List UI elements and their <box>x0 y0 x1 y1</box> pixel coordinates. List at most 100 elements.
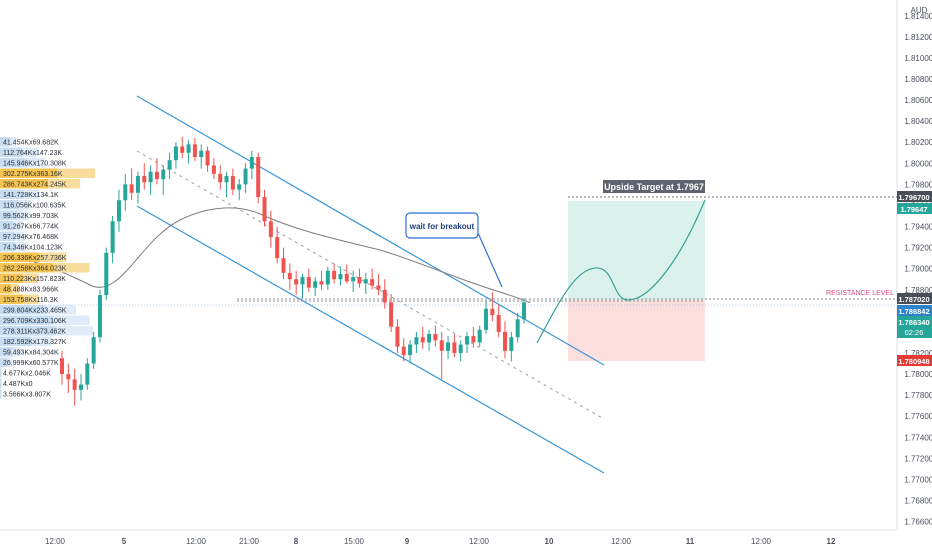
candle-body[interactable] <box>243 168 248 185</box>
candle-body[interactable] <box>85 363 90 385</box>
volume-profile-bar-up <box>0 326 56 336</box>
candle-body[interactable] <box>104 252 109 296</box>
candle-body[interactable] <box>60 358 64 375</box>
candle-body[interactable] <box>325 270 330 285</box>
candle-body[interactable] <box>319 281 324 285</box>
candle-body[interactable] <box>123 184 128 201</box>
candle-body[interactable] <box>186 144 191 153</box>
candle-body[interactable] <box>332 270 337 280</box>
candle-body[interactable] <box>161 169 166 180</box>
candle-body[interactable] <box>382 289 387 303</box>
candle-body[interactable] <box>294 279 299 285</box>
candle-body[interactable] <box>439 340 444 351</box>
candle-body[interactable] <box>180 146 185 153</box>
candle-body[interactable] <box>363 279 368 284</box>
candle-body[interactable] <box>262 197 267 222</box>
candle-body[interactable] <box>205 150 210 166</box>
candle-body[interactable] <box>357 277 362 284</box>
stop-zone[interactable] <box>568 300 705 361</box>
candle-body[interactable] <box>173 146 178 161</box>
volume-profile-bar-up <box>0 294 24 304</box>
candle-body[interactable] <box>313 281 318 288</box>
candle-body[interactable] <box>433 334 438 341</box>
candle-body[interactable] <box>376 285 381 290</box>
candle-body[interactable] <box>66 374 71 380</box>
candle-body[interactable] <box>306 277 311 288</box>
candle-body[interactable] <box>78 384 83 390</box>
candle-body[interactable] <box>471 336 476 343</box>
candle-body[interactable] <box>116 200 121 222</box>
volume-profile-bar-up <box>0 189 24 199</box>
candle-body[interactable] <box>370 279 375 286</box>
candle-body[interactable] <box>110 221 115 253</box>
candle-body[interactable] <box>154 171 159 180</box>
candle-body[interactable] <box>389 302 394 327</box>
candle-body[interactable] <box>351 277 356 282</box>
channel-lower-line[interactable] <box>136 205 605 474</box>
resistance-price-text: 1.787020 <box>898 295 929 304</box>
volume-profile-label: 91.267Kx66.774K <box>3 224 59 231</box>
candle-body[interactable] <box>477 329 482 343</box>
volume-profile[interactable]: 41.454Kx69.682K 112.764Kx147.23K 145.946Kx… <box>0 137 96 399</box>
candle-body[interactable] <box>452 342 457 353</box>
candle-body[interactable] <box>408 344 413 356</box>
candle-body[interactable] <box>281 258 286 273</box>
candle-body[interactable] <box>268 221 273 238</box>
candle-body[interactable] <box>427 334 432 343</box>
candle-body[interactable] <box>230 175 235 190</box>
price-tick-label: 1.810000 <box>904 54 932 63</box>
price-tick-label: 1.798000 <box>904 180 932 189</box>
candle-body[interactable] <box>211 165 216 174</box>
candle-body[interactable] <box>192 144 197 157</box>
candlesticks[interactable] <box>60 136 526 406</box>
candle-body[interactable] <box>420 337 425 343</box>
time-scale[interactable]: 12:00 5 12:00 21:00 8 15:00 9 12:00 10 12:00 11 12:… <box>0 529 897 546</box>
candle-body[interactable] <box>515 319 520 338</box>
candle-body[interactable] <box>395 326 400 347</box>
volume-profile-bar-up <box>0 221 14 231</box>
target-label[interactable]: Upside Target at 1.7967 <box>603 180 705 193</box>
candle-body[interactable] <box>503 331 508 351</box>
candle-body[interactable] <box>167 160 172 170</box>
candle-body[interactable] <box>142 175 147 183</box>
candle-body[interactable] <box>275 237 280 259</box>
volume-profile-bar-up <box>0 284 12 294</box>
candle-body[interactable] <box>484 308 489 330</box>
candle-body[interactable] <box>446 342 451 351</box>
candle-body[interactable] <box>509 337 514 351</box>
candle-body[interactable] <box>237 184 242 190</box>
volume-profile-label: 182.592Kx178.327K <box>3 339 67 346</box>
volume-profile-bar-down <box>12 347 21 357</box>
candle-body[interactable] <box>338 273 343 280</box>
candle-body[interactable] <box>458 344 463 353</box>
candle-body[interactable] <box>97 295 102 338</box>
candle-body[interactable] <box>256 156 261 198</box>
channel-upper-line[interactable] <box>136 95 605 366</box>
candle-body[interactable] <box>300 277 305 285</box>
volume-profile-bar-up <box>0 168 58 178</box>
candle-body[interactable] <box>218 173 223 183</box>
target-zone[interactable] <box>568 201 705 300</box>
candle-body[interactable] <box>287 272 292 280</box>
candle-body[interactable] <box>344 273 349 282</box>
candle-body[interactable] <box>129 184 134 193</box>
candle-body[interactable] <box>490 308 495 316</box>
price-tick-label: 1.778000 <box>904 391 932 400</box>
candle-body[interactable] <box>249 156 254 169</box>
candle-body[interactable] <box>496 315 501 332</box>
candle-body[interactable] <box>414 337 419 345</box>
candle-body[interactable] <box>401 346 406 356</box>
breakout-callout[interactable]: wait for breakout <box>405 212 503 288</box>
candle-body[interactable] <box>224 175 229 183</box>
projection-path[interactable] <box>536 199 706 344</box>
candle-body[interactable] <box>522 302 526 320</box>
price-tick-label: 1.804000 <box>904 117 932 126</box>
candle-body[interactable] <box>465 336 470 345</box>
candle-body[interactable] <box>148 171 153 183</box>
candle-body[interactable] <box>199 150 204 157</box>
volume-profile-label: 4.677Kx2.046K <box>3 371 51 378</box>
candle-body[interactable] <box>91 337 96 364</box>
candle-body[interactable] <box>135 175 140 193</box>
candle-body[interactable] <box>72 379 77 390</box>
